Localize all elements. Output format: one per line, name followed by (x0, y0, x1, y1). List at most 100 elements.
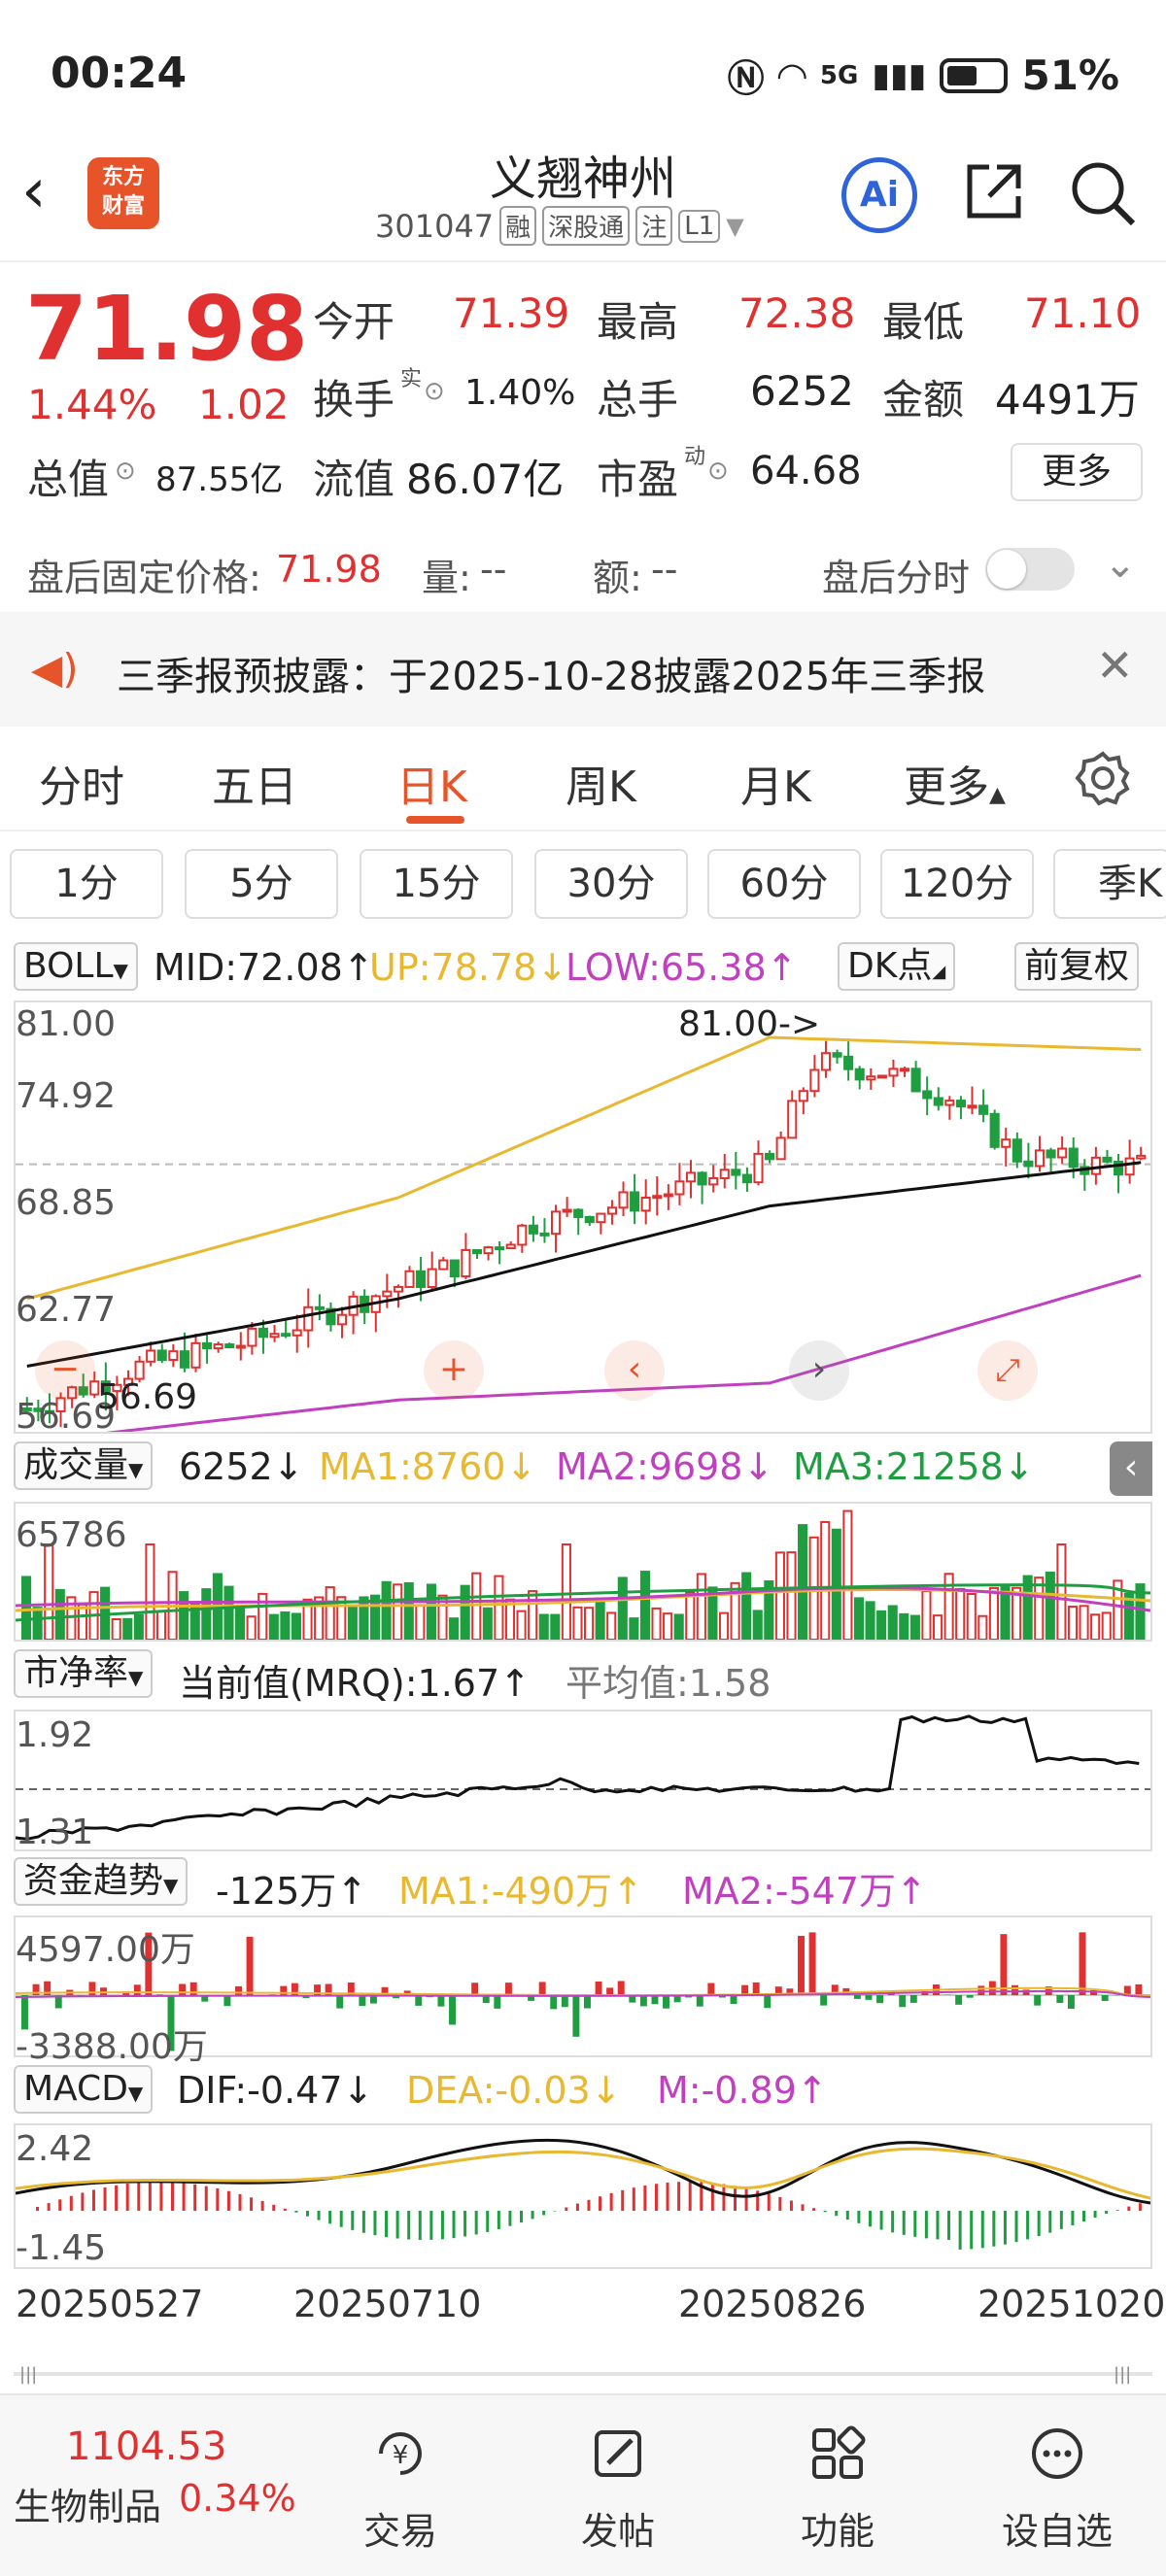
scroll-right-button[interactable]: › (789, 1340, 849, 1401)
volume-bar-down (1045, 1572, 1055, 1640)
volume-ma2: MA2:9698↓ (556, 1445, 774, 1488)
volume-label: 总手 (597, 376, 679, 424)
candle-up (652, 1195, 663, 1200)
tab-five-day[interactable]: 五日 (212, 763, 297, 812)
macd-bar (621, 2189, 625, 2211)
boll-mid-line (26, 1161, 1142, 1368)
after-hours-toggle[interactable] (985, 548, 1075, 591)
tab-more[interactable]: 更多▲ (904, 752, 1006, 814)
status-bar: 00:24 Ⓝ ◠ 5G ▮▮▮ 51% (0, 0, 1166, 146)
fullscreen-icon[interactable]: ⤢ (977, 1340, 1038, 1401)
dk-point-button[interactable]: DK点◢ (838, 942, 956, 991)
macd-selector[interactable]: MACD▼ (14, 2065, 154, 2114)
app-logo[interactable]: 东方 财富 (87, 157, 159, 229)
period-selector: 1分 5分 15分 30分 60分 120分 季K (0, 849, 1166, 923)
period-15min[interactable]: 15分 (360, 849, 513, 919)
search-icon[interactable] (1069, 159, 1137, 227)
scroll-left-button[interactable]: ‹ (604, 1340, 665, 1401)
tab-monthly-k[interactable]: 月K (740, 763, 811, 812)
volume-bar-up (325, 1586, 335, 1640)
candle-up (596, 1212, 606, 1224)
fund-bar (764, 1995, 772, 2009)
info-icon[interactable]: ⊙ (115, 457, 136, 486)
boll-selector[interactable]: BOLL▼ (14, 942, 138, 991)
candle-down (314, 1305, 325, 1310)
nfc-icon: Ⓝ (727, 57, 765, 100)
tab-daily-k[interactable]: 日K (396, 763, 467, 812)
fund-bar (325, 1983, 332, 1995)
dropdown-icon: ▼ (726, 212, 744, 240)
candle-down (955, 1100, 966, 1108)
after-price-label: 盘后固定价格: (27, 557, 261, 599)
period-1min[interactable]: 1分 (10, 849, 163, 919)
volume-bar-down (21, 1576, 32, 1640)
volume-ma2-value: MA2:9698 (556, 1445, 743, 1488)
macd-bar (317, 2211, 321, 2220)
fund-bar (977, 1985, 985, 1995)
chart-scrollbar[interactable]: ||| ||| (14, 2364, 1152, 2385)
pb-panel[interactable]: 1.92 1.31 (14, 1710, 1152, 1852)
period-quarter[interactable]: 季K (1053, 849, 1166, 919)
candle-down (1046, 1149, 1056, 1159)
period-5min[interactable]: 5分 (185, 849, 338, 919)
fund-bar (471, 1983, 479, 1995)
index-value[interactable]: 1104.53 (66, 2424, 227, 2469)
info-icon[interactable]: ⊙ (707, 457, 729, 486)
macd-bar (497, 2211, 500, 2229)
notice-banner[interactable]: ◀) 三季报预披露：于2025-10-28披露2025年三季报 ✕ (0, 612, 1166, 727)
candle-up (562, 1208, 572, 1213)
period-30min[interactable]: 30分 (534, 849, 688, 919)
back-icon[interactable]: ‹ (21, 155, 47, 227)
after-amt: -- (651, 548, 678, 591)
more-button[interactable]: 更多 (1011, 443, 1143, 501)
signal-icon: ▮▮▮ (872, 55, 927, 95)
chevron-down-icon[interactable]: ⌄ (1104, 542, 1137, 587)
fund-selector[interactable]: 资金趋势▼ (14, 1857, 189, 1906)
macd-bar (429, 2211, 433, 2240)
scroll-handle-right[interactable]: ||| (1114, 2364, 1132, 2385)
index-name[interactable]: 生物制品 (14, 2486, 162, 2528)
candle-up (1124, 1157, 1135, 1176)
gear-icon[interactable] (1075, 750, 1131, 806)
add-watchlist-button[interactable]: 设自选 (989, 2424, 1125, 2555)
period-120min[interactable]: 120分 (880, 849, 1034, 919)
ai-button[interactable]: Ai (841, 157, 917, 233)
volume-bar-down (32, 1607, 43, 1640)
trade-label: 交易 (362, 2510, 437, 2553)
volume-bar-down (291, 1612, 302, 1640)
macd-dea: DEA:-0.03↓ (406, 2069, 622, 2112)
share-icon[interactable] (962, 159, 1026, 223)
pb-selector[interactable]: 市净率▼ (14, 1649, 154, 1698)
stock-code-row[interactable]: 301047 融 深股通 注 L1 ▼ (375, 206, 744, 246)
fund-panel[interactable]: 4597.00万 -3388.00万 (14, 1915, 1152, 2067)
post-button[interactable]: 发帖 (550, 2424, 686, 2555)
function-button[interactable]: 功能 (770, 2424, 906, 2555)
trade-button[interactable]: ¥ 交易 (332, 2424, 468, 2555)
candle-up (292, 1329, 302, 1337)
adjust-button[interactable]: 前复权 (1014, 942, 1140, 991)
collapse-panel-icon[interactable]: ‹ (1110, 1441, 1152, 1496)
tab-intraday[interactable]: 分时 (39, 763, 124, 812)
boll-name: BOLL (23, 946, 114, 986)
volume-bar-down (223, 1585, 234, 1640)
candle-up (393, 1285, 403, 1293)
zoom-out-button[interactable]: − (35, 1340, 95, 1401)
y-label-4: 62.77 (16, 1290, 117, 1330)
period-60min[interactable]: 60分 (707, 849, 861, 919)
tab-weekly-k[interactable]: 周K (566, 763, 636, 812)
volume-bar-up (584, 1607, 595, 1640)
macd-bar (643, 2185, 647, 2211)
volume-bar-up (504, 1598, 516, 1640)
info-icon[interactable]: ⊙ (424, 377, 445, 406)
kline-panel[interactable]: 81.00 74.92 68.85 62.77 56.69 81.00-> 56… (14, 1000, 1152, 1437)
zoom-in-button[interactable]: + (424, 1340, 484, 1401)
volume-panel[interactable]: 65786 (14, 1502, 1152, 1642)
macd-panel[interactable]: 2.42 -1.45 (14, 2123, 1152, 2269)
scroll-handle-left[interactable]: ||| (19, 2364, 38, 2385)
fund-bar (403, 1990, 411, 1995)
volume-selector[interactable]: 成交量▼ (14, 1441, 154, 1490)
close-icon[interactable]: ✕ (1096, 639, 1134, 692)
fund-bar (865, 1995, 873, 2000)
volume-bar-down (268, 1613, 279, 1640)
max-price-label: 81.00-> (678, 1004, 821, 1044)
